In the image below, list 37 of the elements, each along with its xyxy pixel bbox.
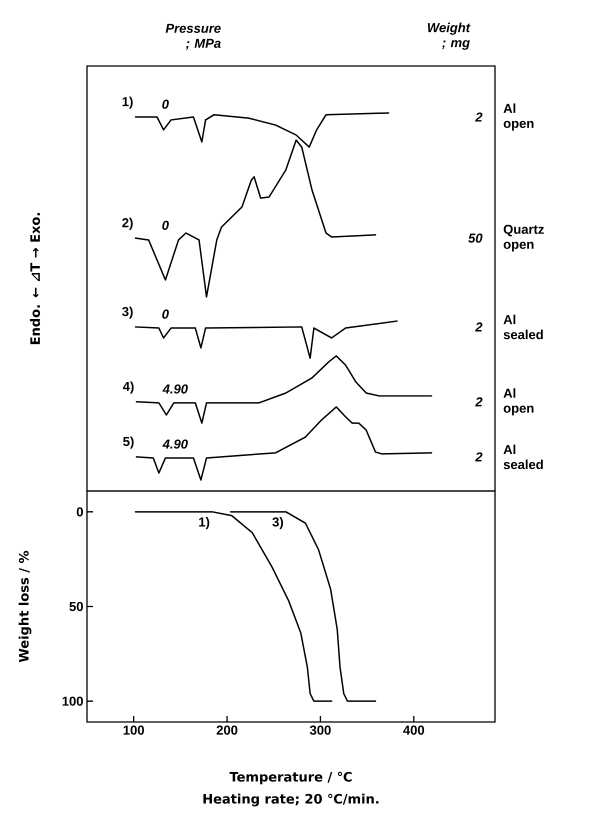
text: Al sealed — [504, 314, 543, 340]
annotation: 4.90 — [162, 439, 188, 449]
annotation: 2 — [475, 322, 482, 332]
series-label: 2) — [122, 218, 133, 230]
x-tick-label: 300 — [310, 726, 331, 735]
line-series — [230, 511, 376, 702]
series-label: 4) — [122, 381, 134, 394]
annotation: 4.90 — [162, 384, 188, 394]
y-axis-title: Weight loss / % — [18, 550, 32, 662]
annotation: 0 — [162, 220, 169, 230]
y-axis-title: Endo. ← ⊿T → Exo. — [30, 213, 40, 344]
y-tick-label: 0 — [76, 507, 83, 516]
x-tick-label: 100 — [124, 726, 144, 735]
text: Pressure ; MPa — [166, 24, 221, 50]
text: Al sealed — [504, 444, 543, 470]
text: Heating rate; 20 ℃/min. — [203, 794, 378, 806]
x-axis-title: Temperature / ℃ — [230, 772, 352, 784]
text: Quartz open — [504, 224, 544, 252]
series-label: 3) — [122, 306, 133, 319]
text: Al open — [504, 103, 534, 131]
annotation: 2 — [475, 452, 482, 462]
text: Weight ; mg — [428, 22, 471, 50]
y-tick-label: 100 — [62, 696, 83, 706]
annotation: 2 — [475, 397, 482, 406]
annotation: 2 — [475, 112, 482, 122]
x-tick-label: 200 — [216, 726, 238, 735]
series-label: 1) — [122, 96, 133, 109]
text: 0 — [162, 100, 169, 109]
line-series — [134, 511, 332, 702]
x-tick-label: 400 — [403, 726, 424, 735]
series-label: 3) — [272, 517, 284, 530]
series-label: 1) — [199, 517, 210, 530]
annotation: 50 — [468, 234, 482, 243]
annotation: 0 — [162, 310, 169, 319]
series-label: 5) — [123, 436, 134, 449]
y-tick-label: 50 — [69, 602, 83, 612]
text: Al open — [504, 388, 534, 416]
